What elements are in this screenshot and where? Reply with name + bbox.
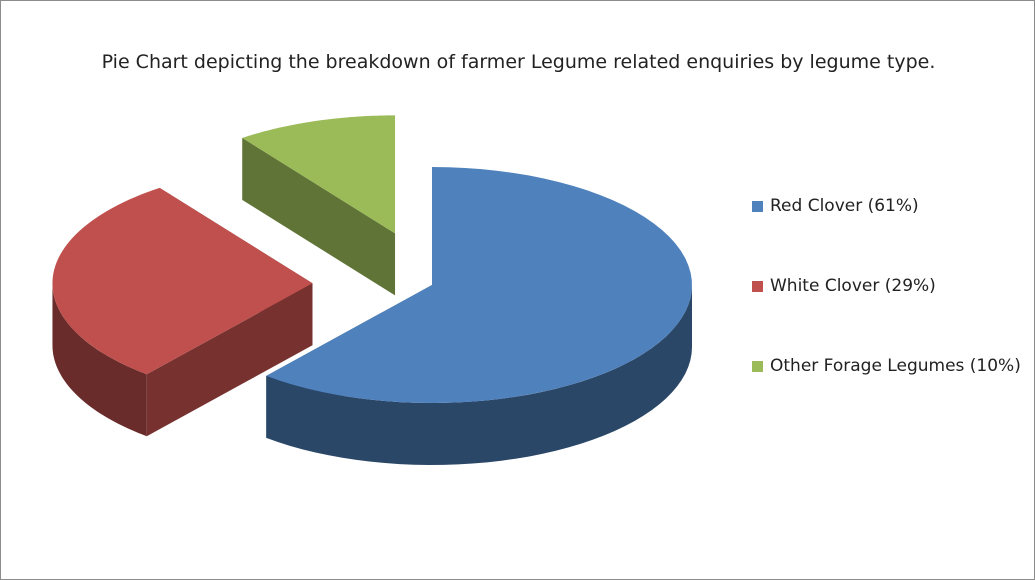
legend-label: Red Clover (61%) <box>770 196 919 216</box>
slice-top <box>242 115 396 234</box>
slice-cut-face <box>146 283 313 437</box>
slice-side <box>52 283 147 437</box>
slice-top <box>266 167 692 403</box>
pie-slice <box>266 167 692 465</box>
legend-label: White Clover (29%) <box>770 276 936 296</box>
legend-swatch <box>752 281 763 292</box>
chart-title: Pie Chart depicting the breakdown of far… <box>101 51 936 73</box>
legend-swatch <box>752 361 763 372</box>
slice-top <box>52 187 313 375</box>
slice-side <box>266 285 692 465</box>
legend-label: Other Forage Legumes (10%) <box>770 356 1021 376</box>
legend-item: Other Forage Legumes (10%) <box>752 353 1032 380</box>
legend-item: White Clover (29%) <box>752 273 1032 300</box>
legend-item: Red Clover (61%) <box>752 193 1032 220</box>
legend-swatch <box>752 201 763 212</box>
pie-slice <box>52 187 313 437</box>
pie-slice <box>242 115 396 296</box>
slice-cut-face <box>242 137 396 296</box>
